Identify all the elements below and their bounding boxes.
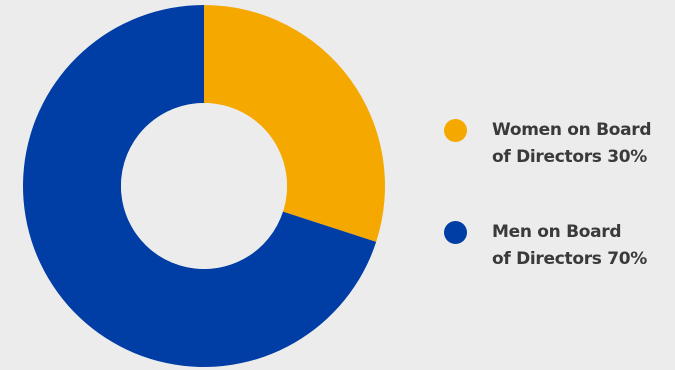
legend-label-women: Women on Board of Directors 30% [492, 117, 662, 171]
chart-legend: Women on Board of Directors 30% Men on B… [444, 117, 664, 277]
legend-swatch-women [444, 119, 467, 142]
donut-slice-women [204, 5, 385, 242]
legend-swatch-men [444, 221, 467, 244]
legend-label-men: Men on Board of Directors 70% [492, 219, 662, 273]
donut-slice-men [23, 5, 377, 367]
legend-item-women: Women on Board of Directors 30% [444, 117, 664, 175]
legend-label-women-line-1: Women on Board [492, 120, 652, 140]
donut-hole [121, 103, 287, 269]
legend-label-men-line-2: of Directors 70% [492, 249, 648, 269]
legend-label-women-line-2: of Directors 30% [492, 147, 648, 167]
legend-item-men: Men on Board of Directors 70% [444, 219, 664, 277]
legend-label-men-line-1: Men on Board [492, 222, 622, 242]
